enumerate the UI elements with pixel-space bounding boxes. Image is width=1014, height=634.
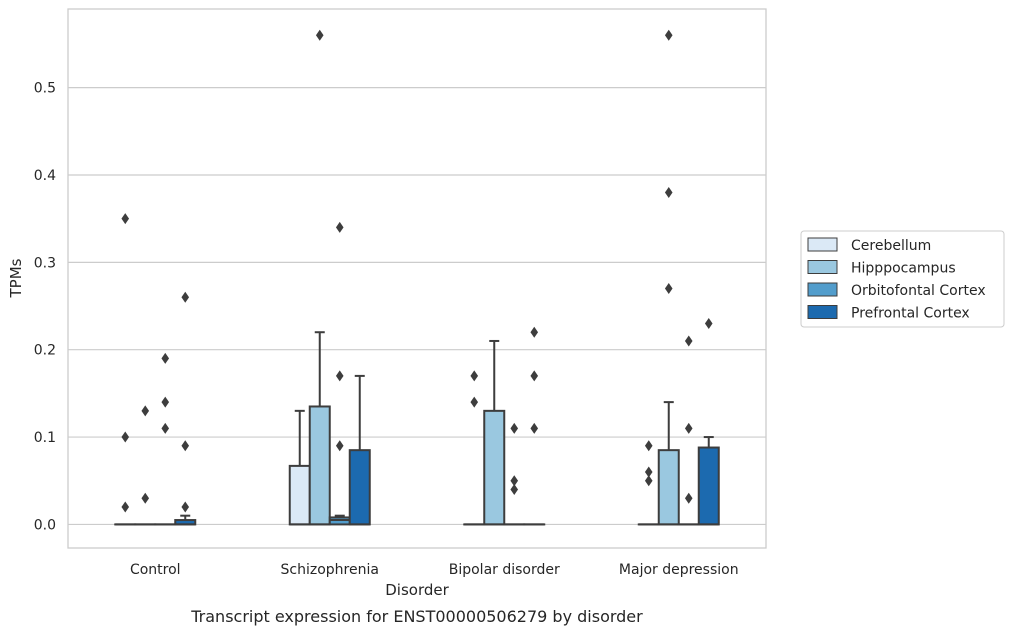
outlier-point — [530, 370, 539, 382]
outlier-point — [684, 335, 693, 347]
outlier-point — [181, 291, 190, 303]
legend-swatch — [807, 305, 838, 319]
outlier-point — [470, 370, 479, 382]
box — [697, 446, 720, 526]
outlier-point — [510, 483, 519, 495]
outlier-point — [530, 422, 539, 434]
x-tick-labels: Control Schizophrenia Bipolar disorder Majo… — [130, 562, 739, 578]
x-tick-label: Bipolar disorder — [449, 562, 560, 578]
x-tick-label: Major depression — [619, 562, 739, 578]
series-layer — [114, 29, 720, 526]
outlier-point — [530, 326, 539, 338]
legend-label: Hipppocampus — [851, 261, 956, 277]
outlier-point — [335, 440, 344, 452]
y-tick-label: 0.4 — [34, 168, 56, 184]
x-axis-label: Disorder — [385, 581, 449, 599]
y-axis-label: TPMs — [7, 258, 25, 298]
y-tick-label: 0.1 — [34, 430, 56, 446]
box — [288, 464, 311, 526]
outlier-point — [141, 405, 150, 417]
y-tick-label: 0.0 — [34, 517, 56, 533]
outlier-point — [161, 422, 170, 434]
outlier-point — [315, 29, 324, 41]
outlier-point — [684, 422, 693, 434]
legend-label: Cerebellum — [851, 238, 931, 254]
box — [308, 405, 331, 526]
outlier-point — [664, 186, 673, 198]
outlier-point — [510, 422, 519, 434]
series-orbitofontal-cortex — [154, 221, 700, 526]
outlier-point — [664, 283, 673, 295]
series-prefrontal-cortex — [174, 291, 720, 526]
outlier-point — [141, 492, 150, 504]
outlier-point — [121, 213, 130, 225]
outlier-point — [510, 475, 519, 487]
y-tick-label: 0.2 — [34, 343, 56, 359]
box — [348, 449, 371, 526]
box — [483, 409, 506, 526]
outlier-point — [684, 492, 693, 504]
outlier-point — [181, 501, 190, 513]
x-tick-label: Schizophrenia — [281, 562, 379, 578]
outlier-point — [161, 352, 170, 364]
outlier-point — [181, 440, 190, 452]
legend-frame — [800, 230, 1005, 328]
outlier-point — [335, 370, 344, 382]
legend: Cerebellum Hipppocampus Orbitofontal Corte… — [800, 230, 1005, 328]
outlier-point — [335, 221, 344, 233]
outlier-point — [664, 29, 673, 41]
x-tick-label: Control — [130, 562, 181, 578]
legend-swatch — [807, 237, 838, 252]
outlier-point — [470, 396, 479, 408]
series-hipppocampus — [134, 29, 680, 526]
box — [657, 449, 680, 526]
outlier-point — [644, 440, 653, 452]
y-tick-label: 0.5 — [34, 81, 56, 97]
outlier-point — [161, 396, 170, 408]
outlier-point — [121, 501, 130, 513]
outlier-point — [644, 466, 653, 478]
y-tick-labels: 0.0 0.1 0.2 0.3 0.4 0.5 — [34, 81, 56, 534]
legend-swatch — [807, 282, 838, 297]
outlier-point — [704, 317, 713, 329]
series-cerebellum — [114, 213, 660, 526]
plot-frame — [67, 8, 767, 549]
outlier-point — [121, 431, 130, 443]
legend-label: Orbitofontal Cortex — [851, 283, 986, 299]
chart-caption: Transcript expression for ENST0000050627… — [190, 607, 643, 626]
outlier-point — [644, 475, 653, 487]
legend-swatch — [807, 260, 838, 274]
y-tick-label: 0.3 — [34, 255, 56, 271]
legend-label: Prefrontal Cortex — [851, 306, 970, 322]
